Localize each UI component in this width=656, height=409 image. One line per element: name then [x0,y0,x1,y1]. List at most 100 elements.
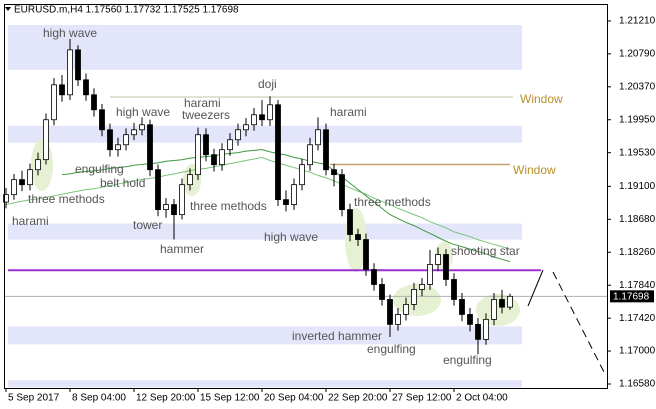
candle-body [75,49,81,81]
pattern-label: engulfing [443,353,492,367]
candle-body [11,179,17,196]
candle-body [3,194,9,203]
candle-body [163,204,169,211]
candle-body [43,119,49,161]
candle-body [99,109,105,131]
pattern-label: engulfing [75,162,124,176]
pattern-label: shooting star [451,244,520,258]
candle-body [27,169,33,186]
y-tick-label: 1.20790 [619,49,656,60]
candle-body [283,199,289,205]
y-tick-label: 1.18260 [619,247,656,258]
candle-body [227,139,233,151]
candle-body [467,314,473,325]
x-tick-label: 22 Sep 20:00 [328,393,388,404]
candle-body [307,144,313,166]
pattern-label: harami [12,214,49,228]
y-tick-label: 1.19950 [619,114,656,125]
candle-body [203,134,209,156]
pattern-label: belt hold [100,176,145,190]
candle-body [507,295,513,308]
moving-average [61,149,511,263]
candle-body [19,179,25,186]
candle-body [355,234,361,240]
candle-body [363,239,369,270]
y-tick-label: 1.18680 [619,214,656,225]
candle-body [107,129,113,151]
price-zone [8,125,522,143]
candle-body [339,174,345,211]
candle-body [331,169,337,176]
pattern-label: harami [330,105,367,119]
pattern-label: engulfing [367,342,416,356]
candle-body [499,299,505,308]
level-label: Window [513,163,556,177]
candle-body [411,289,417,305]
zones [8,24,522,388]
candle-body [179,184,185,216]
candle-body [51,84,57,121]
candle-body [195,134,201,176]
pattern-label: harami [184,96,221,110]
x-tick-label: 15 Sep 12:00 [200,393,260,404]
candle-body [219,149,225,166]
candle-body [131,129,137,136]
candle-body [235,129,241,141]
x-tick-label: 8 Sep 04:00 [72,393,126,404]
candle-body [491,299,497,320]
price-tag [610,290,654,303]
candle-body [67,49,73,96]
pattern-label: three methods [28,192,105,206]
candle-body [419,284,425,290]
candle-body [251,114,257,126]
candle-body [139,124,145,131]
y-tick-label: 1.17420 [619,313,656,324]
x-tick-label: 2 Oct 04:00 [456,393,508,404]
candle-body [475,324,481,340]
candle-body [443,254,449,280]
y-tick-label: 1.17000 [619,346,656,357]
candle-body [187,174,193,186]
candle-body [427,264,433,285]
lines [4,96,607,297]
pattern-label: inverted hammer [292,329,382,343]
candle-body [347,209,353,235]
candle-body [275,104,281,201]
chart-header: EURUSD.m,H4 1.17560 1.17732 1.17525 1.17… [14,5,239,16]
candle-body [267,104,273,121]
candle-body [451,279,457,300]
pattern-label: hammer [160,242,204,256]
highlight [393,284,441,316]
pattern-label: high wave [43,26,97,40]
y-tick-label: 1.16580 [619,379,656,390]
candle-body [259,114,265,121]
candle-body [59,84,65,96]
candle-body [435,254,441,265]
candles [3,38,513,355]
candle-body [83,79,89,96]
y-tick-label: 1.19100 [619,181,656,192]
price-zone [8,380,522,388]
pattern-label: high wave [264,230,318,244]
highlight [476,294,520,326]
menu-icon [5,7,11,11]
candle-body [371,269,377,285]
candle-body [115,144,121,151]
y-tick-label: 1.17840 [619,280,656,291]
candle-body [91,94,97,111]
moving-average [5,156,511,250]
price-zone [8,24,522,70]
candle-body [243,124,249,131]
candle-body [387,299,393,325]
candle-body [291,184,297,205]
candle-body [211,154,217,166]
level-label: Window [520,92,563,106]
forecast-line [527,269,544,307]
candle-body [155,169,161,211]
candle-body [459,299,465,315]
candle-body [379,284,385,300]
highlight [31,139,53,191]
candle-body [123,134,129,146]
